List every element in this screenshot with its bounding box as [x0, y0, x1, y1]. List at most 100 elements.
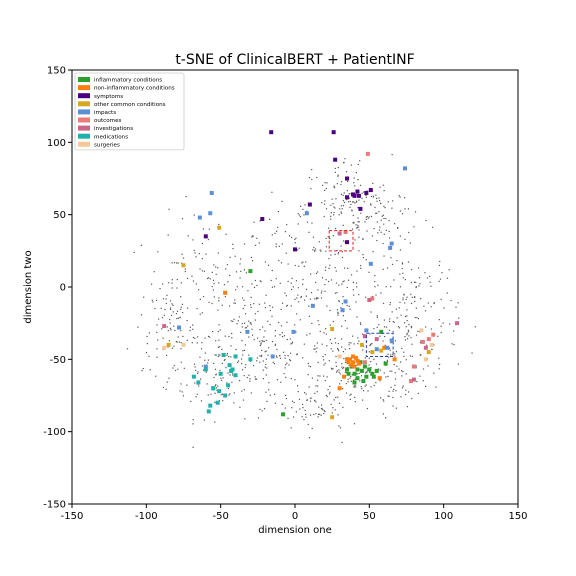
background-point [420, 340, 422, 342]
background-point [351, 201, 354, 203]
background-point [194, 366, 196, 368]
series-point [411, 377, 416, 382]
background-point [231, 337, 233, 339]
series-point [388, 245, 393, 250]
background-point [398, 307, 400, 309]
background-point [376, 316, 378, 318]
series-point [337, 354, 342, 359]
background-point [278, 321, 280, 324]
background-point [192, 280, 195, 282]
background-point [203, 270, 206, 272]
background-point [179, 316, 181, 318]
background-point [357, 207, 359, 209]
background-point [385, 376, 387, 378]
background-point [446, 292, 448, 294]
background-point [208, 277, 210, 279]
background-point [189, 329, 191, 332]
background-point [383, 255, 385, 257]
series-outcomes [343, 151, 436, 384]
background-point [439, 363, 441, 366]
background-point [256, 284, 258, 287]
background-point [175, 369, 177, 372]
background-point [382, 242, 384, 245]
background-point [378, 324, 380, 326]
background-point [268, 389, 270, 391]
background-point [236, 323, 238, 325]
background-point [365, 218, 367, 220]
background-point [406, 315, 408, 317]
series-point [420, 339, 425, 344]
background-point [336, 348, 339, 350]
background-point [348, 344, 350, 346]
background-point [254, 319, 256, 321]
background-point [231, 381, 233, 383]
background-point [273, 286, 276, 288]
background-point [405, 326, 407, 328]
background-point [383, 326, 386, 328]
background-point [413, 226, 415, 228]
background-point [402, 272, 404, 274]
background-point [241, 297, 244, 299]
background-point [177, 336, 179, 338]
legend-swatch [78, 133, 90, 139]
background-point [225, 233, 227, 235]
background-point [168, 282, 170, 284]
background-point [342, 388, 344, 390]
background-point [252, 235, 254, 238]
series-point [269, 130, 274, 135]
series-point [370, 371, 375, 376]
background-point [418, 277, 421, 279]
x-tick-label: 100 [434, 511, 453, 522]
series-point [345, 195, 350, 200]
background-point [348, 197, 350, 199]
background-point [294, 379, 296, 381]
background-point [380, 292, 382, 294]
background-point [326, 345, 328, 347]
background-point [183, 367, 185, 369]
background-point [313, 348, 315, 350]
background-point [296, 297, 298, 299]
background-point [281, 403, 283, 405]
background-point [249, 380, 251, 382]
background-point [222, 377, 224, 379]
background-point [271, 306, 274, 308]
background-point [231, 372, 234, 374]
background-point [394, 223, 396, 225]
background-point [321, 277, 324, 279]
background-point [356, 200, 358, 202]
background-point [408, 323, 410, 326]
background-point [277, 210, 280, 213]
background-point [406, 296, 408, 298]
series-point [346, 371, 351, 376]
background-point [194, 337, 196, 339]
background-point [215, 273, 217, 275]
background-point [351, 335, 354, 337]
background-point [414, 300, 416, 302]
background-point [294, 264, 296, 267]
background-point [200, 378, 202, 380]
background-point [317, 289, 319, 291]
background-point [244, 304, 246, 307]
background-point [360, 267, 362, 269]
background-point [405, 359, 407, 361]
background-point [258, 303, 261, 305]
legend-box [74, 72, 185, 151]
background-point [392, 396, 394, 399]
background-point [415, 286, 417, 288]
background-point [312, 249, 314, 251]
background-point [295, 411, 297, 413]
background-point [370, 386, 372, 388]
background-point [286, 224, 288, 226]
background-point [408, 231, 410, 234]
background-point [280, 325, 283, 327]
background-point [439, 260, 441, 263]
x-tick-label: -150 [61, 511, 84, 522]
background-point [171, 303, 173, 305]
background-point [234, 302, 236, 304]
background-point [258, 242, 260, 244]
background-point [403, 355, 405, 358]
background-point [227, 281, 229, 283]
background-point [284, 292, 286, 294]
background-point [279, 354, 281, 357]
background-point [361, 197, 363, 200]
